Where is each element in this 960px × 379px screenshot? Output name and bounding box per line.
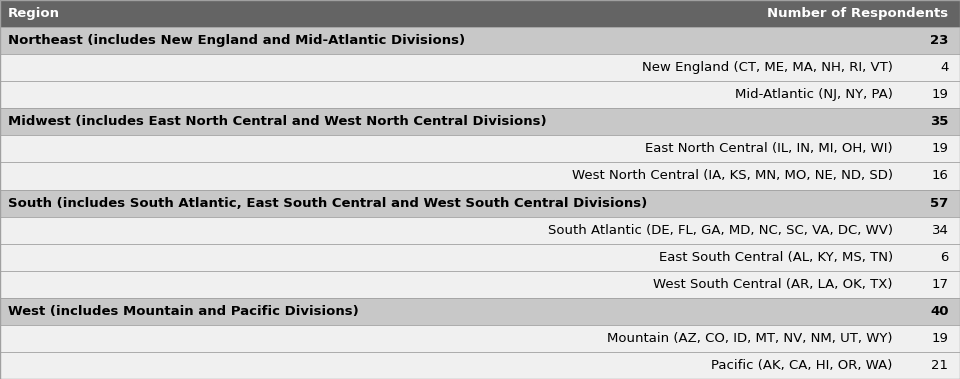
Text: 34: 34 [931,224,948,236]
Bar [0,352,960,379]
Bar [0,298,960,325]
Text: 19: 19 [931,88,948,101]
Text: Number of Respondents: Number of Respondents [767,7,948,20]
Text: Pacific (AK, CA, HI, OR, WA): Pacific (AK, CA, HI, OR, WA) [711,359,893,372]
Text: 21: 21 [931,359,948,372]
Bar [0,244,960,271]
Bar [0,27,960,54]
Text: Northeast (includes New England and Mid-Atlantic Divisions): Northeast (includes New England and Mid-… [8,34,465,47]
Bar [0,325,960,352]
Text: 23: 23 [930,34,948,47]
Bar [0,135,960,163]
Text: West North Central (IA, KS, MN, MO, NE, ND, SD): West North Central (IA, KS, MN, MO, NE, … [572,169,893,182]
Text: 19: 19 [931,143,948,155]
Text: South Atlantic (DE, FL, GA, MD, NC, SC, VA, DC, WV): South Atlantic (DE, FL, GA, MD, NC, SC, … [548,224,893,236]
Text: East South Central (AL, KY, MS, TN): East South Central (AL, KY, MS, TN) [659,251,893,264]
Text: East North Central (IL, IN, MI, OH, WI): East North Central (IL, IN, MI, OH, WI) [645,143,893,155]
Text: West (includes Mountain and Pacific Divisions): West (includes Mountain and Pacific Divi… [8,305,358,318]
Text: 19: 19 [931,332,948,345]
Text: New England (CT, ME, MA, NH, RI, VT): New England (CT, ME, MA, NH, RI, VT) [642,61,893,74]
Text: West South Central (AR, LA, OK, TX): West South Central (AR, LA, OK, TX) [654,278,893,291]
Text: 57: 57 [930,197,948,210]
Text: 17: 17 [931,278,948,291]
Text: 6: 6 [940,251,948,264]
Bar [0,190,960,216]
Bar [0,271,960,298]
Bar [0,216,960,244]
Bar [0,54,960,81]
Text: 4: 4 [940,61,948,74]
Bar [0,163,960,190]
Text: Mid-Atlantic (NJ, NY, PA): Mid-Atlantic (NJ, NY, PA) [735,88,893,101]
Text: Mountain (AZ, CO, ID, MT, NV, NM, UT, WY): Mountain (AZ, CO, ID, MT, NV, NM, UT, WY… [608,332,893,345]
Text: Region: Region [8,7,60,20]
Text: South (includes South Atlantic, East South Central and West South Central Divisi: South (includes South Atlantic, East Sou… [8,197,647,210]
Bar [0,81,960,108]
Bar [0,0,960,27]
Bar [0,108,960,135]
Text: 35: 35 [930,115,948,128]
Text: Midwest (includes East North Central and West North Central Divisions): Midwest (includes East North Central and… [8,115,546,128]
Text: 40: 40 [930,305,948,318]
Text: 16: 16 [931,169,948,182]
